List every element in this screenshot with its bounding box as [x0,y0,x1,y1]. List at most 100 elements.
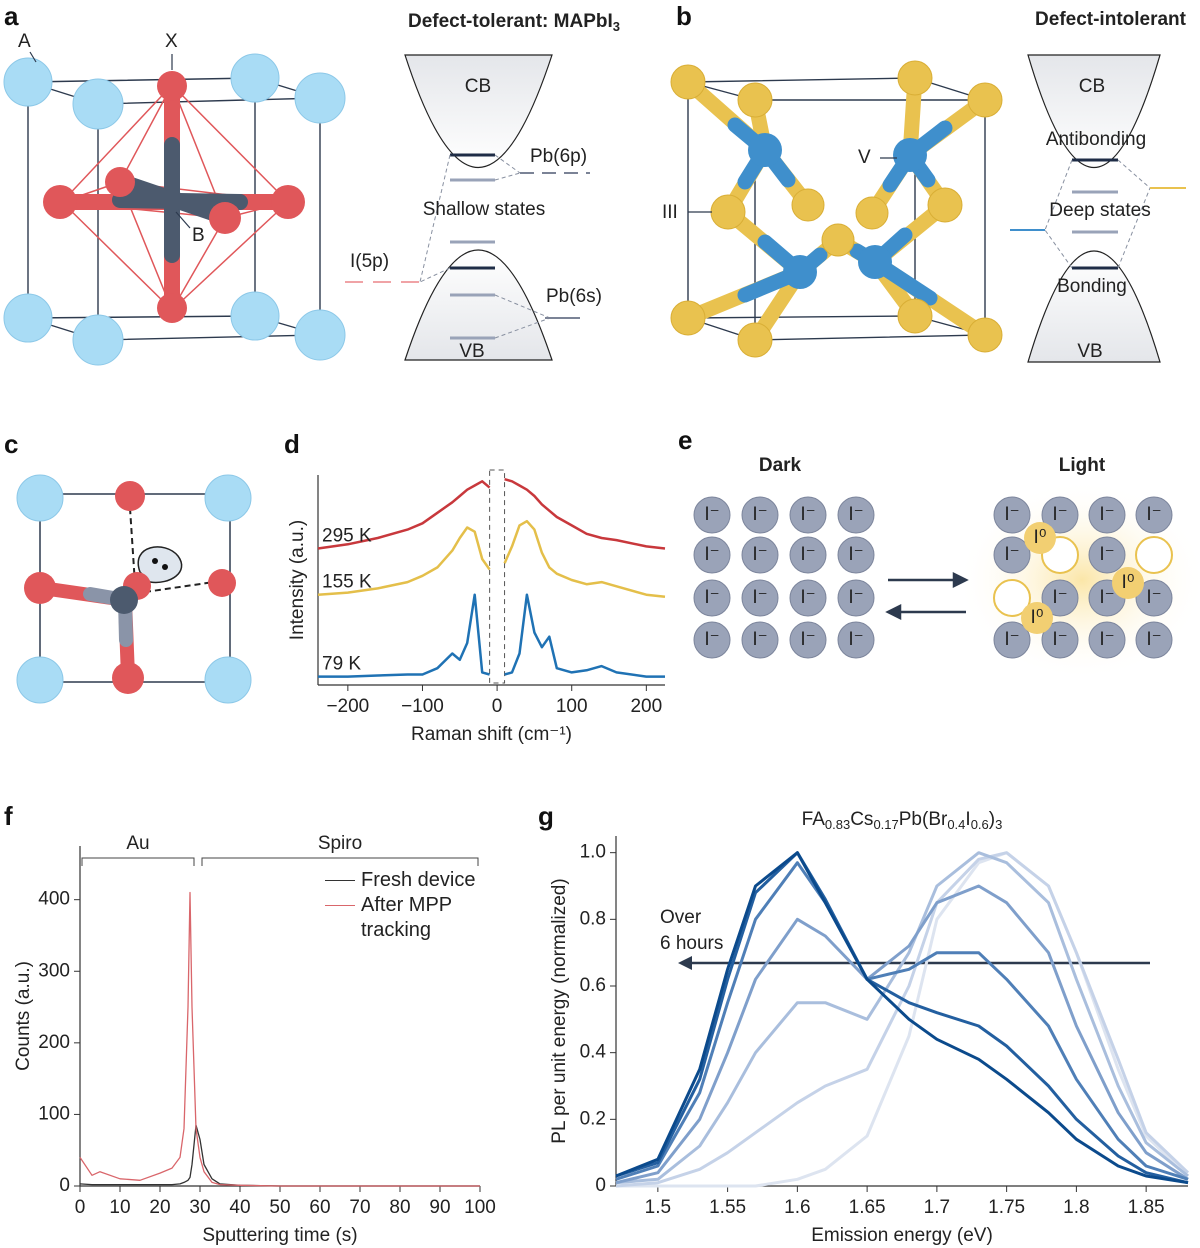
a-atoms [16,474,252,704]
ion-label: I⁻ [800,587,815,608]
x-axis-label: Sputtering time (s) [202,1225,357,1246]
ion-label: I⁻ [848,629,863,650]
band-label: I(5p) [350,251,389,272]
iodide-ion [693,579,731,617]
valence-band [1027,250,1161,363]
y-axis-label: Intensity (a.u.) [287,520,308,640]
weak-bonds [129,507,215,593]
legend-entry: After MPP tracking [325,893,496,943]
y-tick-label: 300 [38,960,70,981]
bracket [201,857,479,866]
y-tick-label: 400 [38,889,70,910]
series-line [615,851,1189,1185]
x-tick-label: 90 [429,1197,450,1218]
x-tick-label: 0 [75,1197,86,1218]
x-tick-label: 100 [556,696,588,717]
lone-pair [137,546,183,584]
series-line [615,851,1189,1185]
y-tick-label: 0.2 [580,1108,606,1129]
ion-label: I⁻ [1146,629,1161,650]
atom-label: III [662,202,678,223]
a-atoms [3,53,346,366]
title-part: Pb(Br [899,809,948,830]
x-tick-label: 70 [349,1197,370,1218]
bracket [81,857,195,866]
group-v-atoms [748,133,927,289]
ion-label: I⁻ [1099,504,1114,525]
y-tick-label: 0 [59,1175,70,1196]
iodide-ion [1135,579,1173,617]
x-tick-label: 10 [109,1197,130,1218]
iodide-ion [1088,496,1126,534]
ion-label: I⁻ [848,544,863,565]
iodide-ion [789,496,827,534]
x-tick-label: 200 [630,696,662,717]
band-label: Pb(6s) [546,286,602,307]
annotation: Spiro [318,833,362,854]
ion-label: I⁻ [704,544,719,565]
b-atom [161,189,183,211]
series-line [615,851,1189,1185]
band-label: VB [1077,341,1102,362]
x-tick-label: 1.85 [1128,1197,1165,1218]
panel-letter: g [538,801,554,831]
ion-label: I⁻ [704,587,719,608]
iodide-ion [741,536,779,574]
iodide-ion [1041,579,1079,617]
ion-label: I⁻ [1004,504,1019,525]
legend-label: Fresh device [361,869,476,891]
title-part: I [965,809,970,830]
ion-label: I⁻ [1099,629,1114,650]
x-tick-label: 0 [492,696,503,717]
band-label: Shallow states [423,199,546,220]
legend: Fresh device After MPP tracking [325,868,496,943]
leader-lines [688,157,897,213]
band-label: VB [459,341,484,362]
series-line [79,1124,480,1187]
series-line [615,861,1189,1181]
panel-title: Defect-tolerant: MAPbI3 [408,11,620,34]
x-atoms [24,481,236,694]
vacancy [993,579,1031,617]
ion-label: I⁻ [848,587,863,608]
panel-letter: a [4,1,19,31]
band-label: Bonding [1057,276,1127,297]
band-label: Deep states [1049,200,1150,221]
iodide-ion [693,496,731,534]
panel-letter: d [284,429,300,459]
ion-lattice: I⁻ I⁻ I⁻ I⁻ I⁻ I⁻ I⁻ I⁻ I⁻ I⁻ I⁻ I⁻ I⁻ I⁻ I⁻ I⁻ I⁻ I⁻ I⁻ I⁻… [693,496,1173,659]
ion-label: I⁻ [752,587,767,608]
state-label: Dark [759,455,802,476]
ion-label: I⁻ [1146,504,1161,525]
ion-label: I⁰ [1122,572,1135,593]
title-part: FA [802,809,826,830]
iodide-ion [837,536,875,574]
ion-label: I⁻ [800,629,815,650]
y-axis-label: PL per unit energy (normalized) [549,878,570,1143]
iodide-ion [789,579,827,617]
gap-box [489,469,506,684]
panel-letter: b [676,1,692,31]
ion-label: I⁻ [1004,629,1019,650]
leader-lines [29,51,191,229]
y-tick-label: 0.4 [580,1042,607,1063]
iodide-ion [837,496,875,534]
ion-label: I⁻ [704,629,719,650]
valence-band [404,249,553,361]
x-tick-label: 1.8 [1063,1197,1089,1218]
ion-label: I⁻ [1052,587,1067,608]
title-part: 0.6 [971,817,989,832]
iodide-ion [693,621,731,659]
title-part: 0.17 [873,817,898,832]
chart-title: FA0.83Cs0.17Pb(Br0.4I0.6)3 [802,809,1003,832]
ion-label: I⁻ [1004,544,1019,565]
panel-letter: c [4,429,18,459]
band-label: CB [1079,76,1105,97]
ion-label: I⁻ [752,544,767,565]
legend-label: After MPP tracking [361,894,452,941]
iodide-ion [1041,496,1079,534]
series-line [615,851,1190,1188]
conduction-band [1027,54,1161,168]
electron [162,564,168,570]
